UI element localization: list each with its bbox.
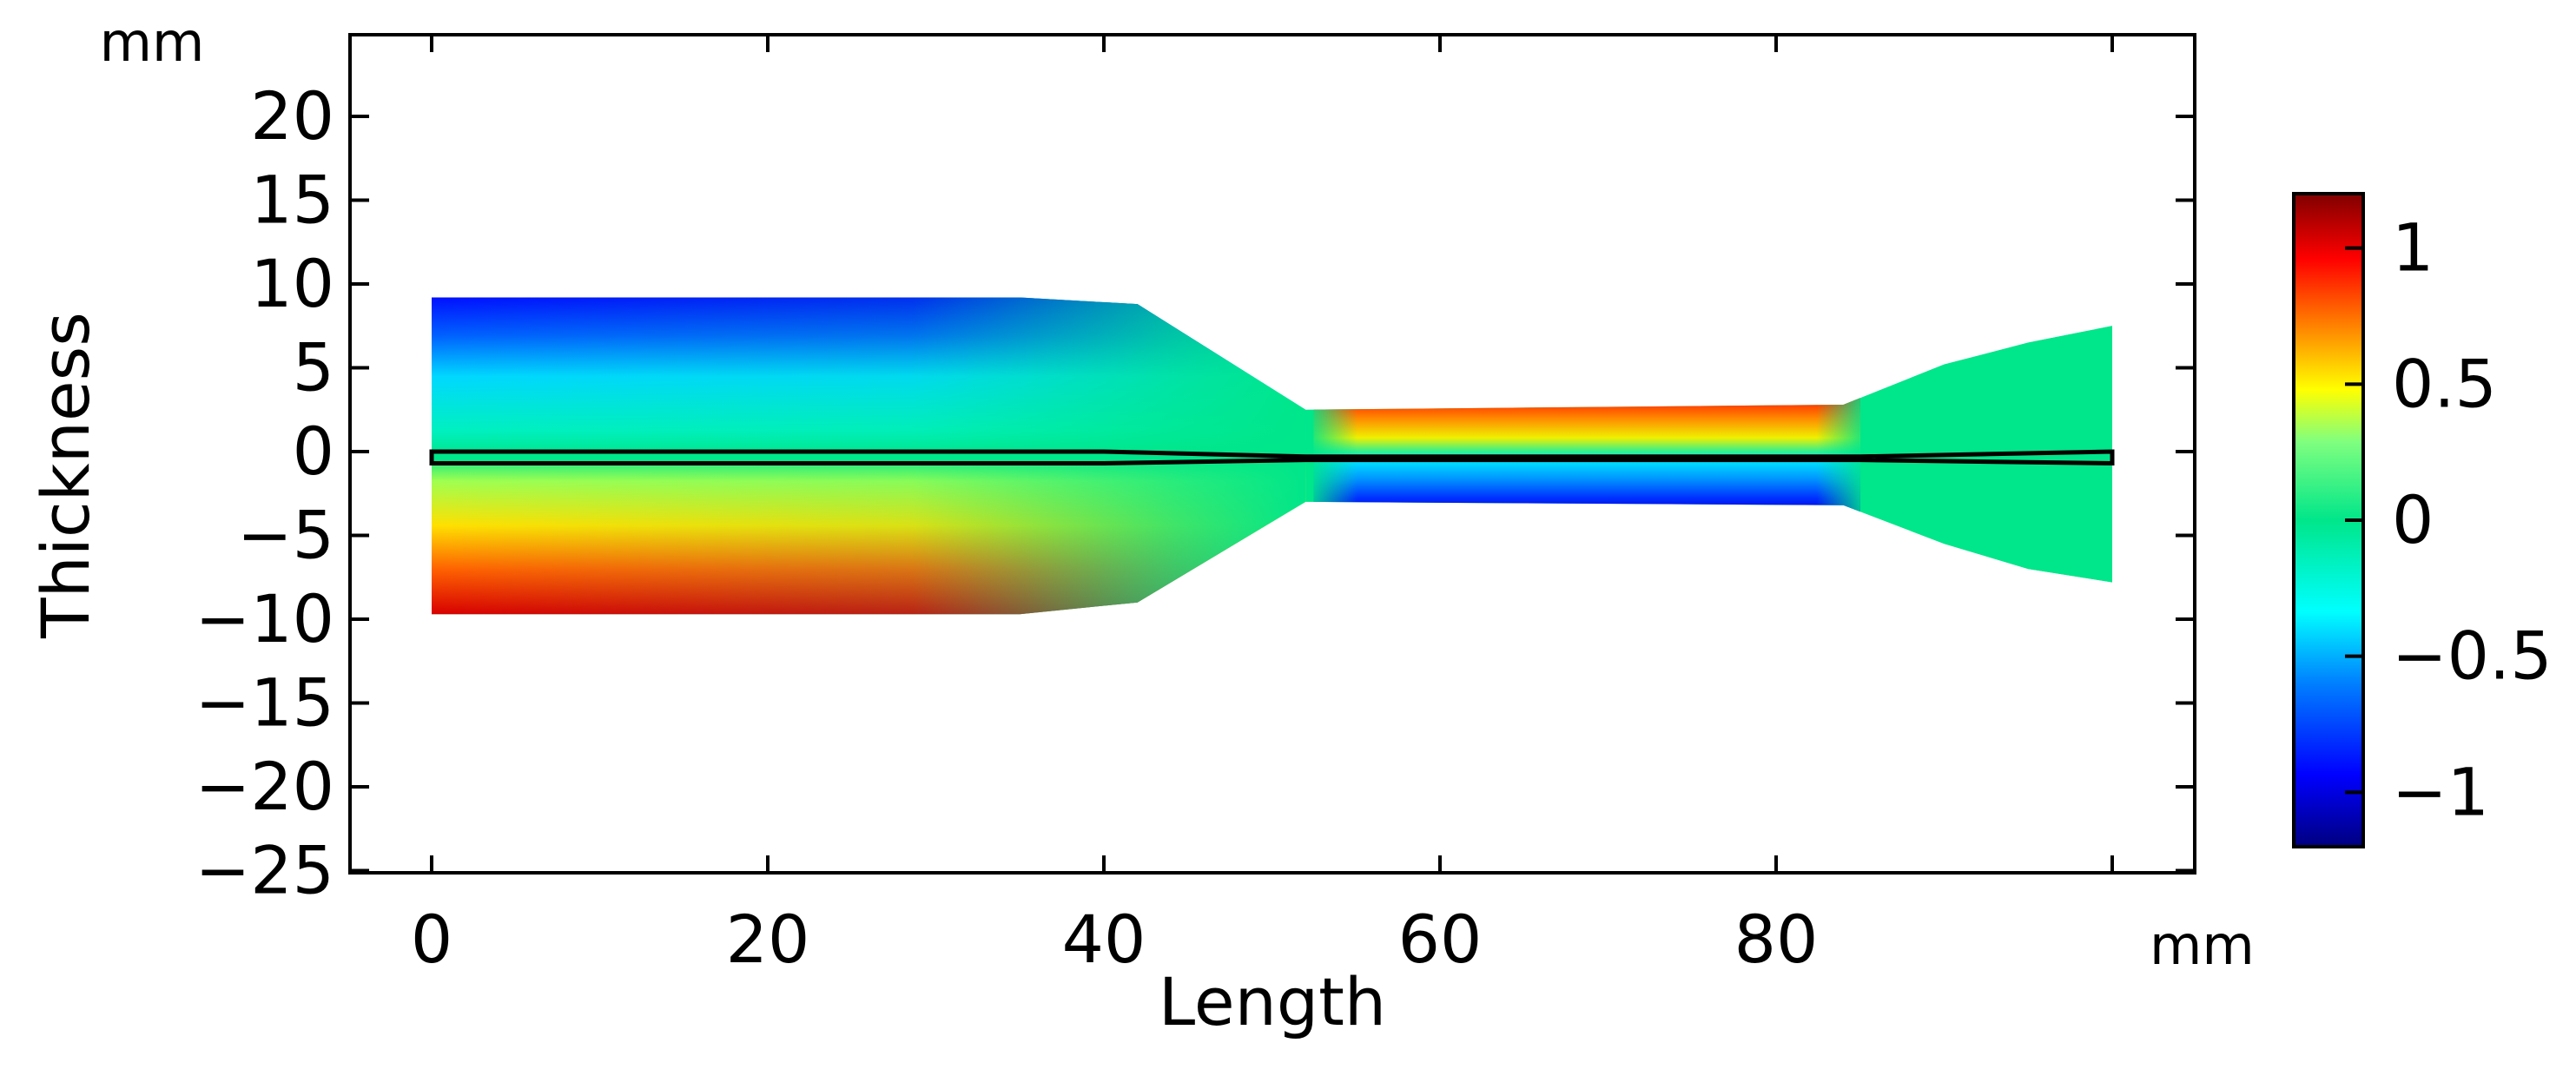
y-tick-label: 0 [293,413,334,490]
colorbar-tick-label: 0.5 [2392,345,2497,422]
y-tick-label: −20 [195,748,334,825]
y-tick-label: 15 [250,162,334,239]
field-layer [429,297,2115,615]
plot-frame [348,33,2196,875]
x-axis-label: Length [1159,963,1386,1040]
colorbar-tick-label: 1 [2392,209,2434,287]
x-tick-label: 40 [1062,901,1146,978]
mid-strip-outline [429,449,2115,466]
colorbar-tick-label: 0 [2392,481,2434,558]
x-unit-label: mm [2150,914,2255,977]
y-tick-label: 10 [250,245,334,322]
colorbar-tick-label: −1 [2392,753,2489,830]
y-tick-label: 5 [293,329,334,406]
x-tick-label: 20 [726,901,810,978]
y-unit-label: mm [100,10,205,74]
y-axis-label: Thickness [27,312,104,639]
y-tick-label: −15 [195,664,334,742]
x-tick-label: 80 [1734,901,1819,978]
x-tick-label: 0 [411,901,452,978]
y-tick-label: −25 [195,832,334,909]
colorbar-ticks: 1 0.5 0 −0.5 −1 [2345,209,2553,830]
y-tick-label: −10 [195,580,334,657]
y-tick-label: −5 [237,497,334,574]
colorbar-tick-label: −0.5 [2392,617,2553,695]
y-tick-label: 20 [250,77,334,155]
x-tick-label: 60 [1398,901,1483,978]
